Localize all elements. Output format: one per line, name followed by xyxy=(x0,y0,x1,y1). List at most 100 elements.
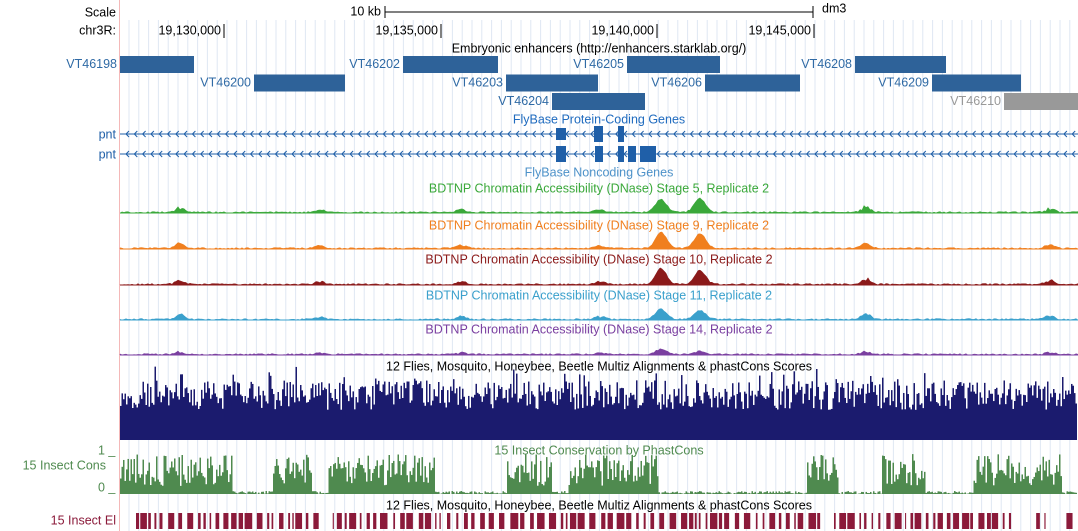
phastcons-bar xyxy=(606,455,608,494)
multiz-bar xyxy=(838,402,840,440)
phastcons-bar xyxy=(781,492,783,494)
strand-arrow xyxy=(349,130,354,138)
phastcons-bar xyxy=(411,474,413,494)
multiz-bar xyxy=(544,401,546,440)
phastcons-bar xyxy=(1026,476,1028,494)
phastcons-bar xyxy=(775,491,777,494)
multiz-bar xyxy=(1042,388,1044,440)
multiz-bar xyxy=(483,396,485,440)
multiz-bar xyxy=(552,401,554,440)
multiz-bar xyxy=(657,404,659,440)
multiz-bar xyxy=(901,409,903,440)
multiz-bar xyxy=(879,384,881,440)
phastcons-bar xyxy=(672,491,674,494)
phastcons-bar xyxy=(474,491,476,494)
enhancer-label: VT46203 xyxy=(452,75,503,89)
multiz-bar xyxy=(603,407,605,440)
multiz-bar xyxy=(895,407,897,440)
element xyxy=(689,513,694,529)
phastcons-bar xyxy=(604,458,606,494)
multiz-bar xyxy=(1071,383,1073,440)
phastcons-bar xyxy=(1027,475,1029,494)
multiz-bar xyxy=(354,409,356,440)
phastcons-bar xyxy=(898,474,900,494)
phastcons-bar xyxy=(226,470,228,494)
phastcons-bar xyxy=(391,463,393,494)
phastcons-bar xyxy=(537,485,539,494)
phastcons-bar xyxy=(1023,479,1025,494)
strand-arrow xyxy=(1021,150,1026,158)
phastcons-bar xyxy=(720,492,722,494)
phastcons-bar xyxy=(754,491,756,494)
multiz-bar xyxy=(597,392,599,440)
phastcons-bar xyxy=(649,483,651,494)
multiz-bar xyxy=(1011,399,1013,440)
element xyxy=(140,513,147,529)
phastcons-bar xyxy=(436,492,438,494)
element xyxy=(762,513,765,529)
phastcons-bar xyxy=(178,457,180,494)
element xyxy=(769,513,776,529)
element xyxy=(755,513,758,529)
multiz-bar xyxy=(199,405,201,440)
multiz-bar xyxy=(649,391,651,440)
multiz-bar xyxy=(351,397,353,440)
phastcons-bar xyxy=(990,462,992,494)
strand-arrow xyxy=(673,150,678,158)
phastcons-bar xyxy=(1059,454,1061,494)
strand-arrow xyxy=(648,130,653,138)
element xyxy=(295,513,303,529)
phastcons-bar xyxy=(148,462,150,494)
multiz-bar xyxy=(825,382,827,440)
multiz-bar xyxy=(1003,380,1005,440)
phastcons-bar xyxy=(325,492,327,494)
multiz-bar xyxy=(568,382,570,440)
multiz-bar xyxy=(975,393,977,440)
multiz-bar xyxy=(999,404,1001,440)
multiz-bar xyxy=(204,382,206,440)
phastcons-bar xyxy=(282,480,284,494)
phastcons-bar xyxy=(736,492,738,494)
multiz-bar xyxy=(132,408,134,440)
multiz-bar xyxy=(411,400,413,440)
phastcons-bar xyxy=(214,482,216,494)
multiz-bar xyxy=(300,385,302,440)
phastcons-bar xyxy=(384,485,386,494)
multiz-bar xyxy=(553,403,555,440)
multiz-bar xyxy=(175,383,177,440)
multiz-bar xyxy=(412,384,414,440)
multiz-bar xyxy=(322,390,324,440)
strand-arrow xyxy=(407,150,412,158)
phastcons-bar xyxy=(700,491,702,494)
multiz-bar xyxy=(840,387,842,440)
phastcons-bar xyxy=(363,468,365,494)
phastcons-bar xyxy=(196,475,198,494)
phastcons-bar xyxy=(219,464,221,494)
phastcons-bar xyxy=(181,455,183,494)
element xyxy=(570,513,577,529)
multiz-bar xyxy=(618,403,620,440)
multiz-bar xyxy=(510,383,512,440)
element xyxy=(785,513,790,529)
phastcons-bar xyxy=(300,469,302,494)
multiz-bar xyxy=(688,406,690,440)
multiz-bar xyxy=(1026,401,1028,440)
multiz-bar xyxy=(789,408,791,440)
phastcons-bar xyxy=(780,492,782,494)
phastcons-bar xyxy=(981,474,983,494)
element xyxy=(778,513,782,529)
strand-arrow xyxy=(697,130,703,138)
multiz-bar xyxy=(952,388,954,440)
phastcons-bar xyxy=(850,492,852,494)
signal xyxy=(119,197,1078,214)
strand-arrow xyxy=(681,130,686,138)
multiz-bar xyxy=(586,405,588,440)
multiz-bar xyxy=(1044,386,1046,440)
multiz-bar xyxy=(873,392,875,440)
multiz-bar xyxy=(639,405,641,440)
phastcons-bar xyxy=(718,491,720,494)
multiz-bar xyxy=(187,393,189,440)
strand-arrow xyxy=(457,130,462,138)
phastcons-bar xyxy=(249,491,251,494)
multiz-bar xyxy=(139,395,141,440)
